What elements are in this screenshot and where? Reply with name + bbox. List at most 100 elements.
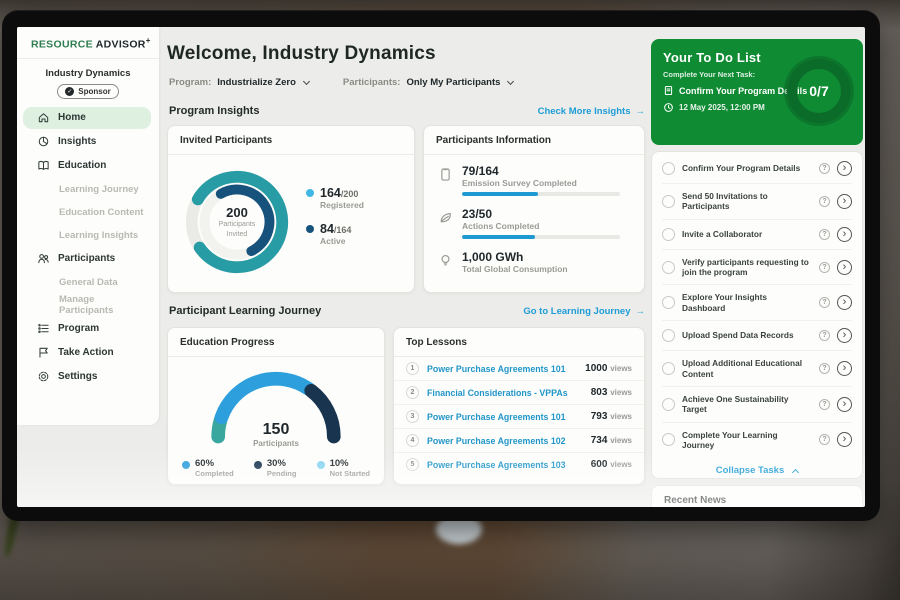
help-icon[interactable]: ? [819,434,830,446]
task-row[interactable]: Achieve One Sustainability Target ? › [662,387,852,423]
chevron-right-icon[interactable]: › [837,396,852,412]
task-label: Upload Additional Educational Content [682,358,802,379]
help-icon[interactable]: ? [819,363,830,375]
task-checkbox[interactable] [662,194,675,208]
home-icon [38,113,49,123]
sidebar-item-settings[interactable]: Settings [23,366,151,388]
people-icon [38,254,49,264]
help-icon[interactable]: ? [819,261,830,273]
task-checkbox[interactable] [662,227,675,241]
sidebar-item-label: Home [58,112,86,123]
help-icon[interactable]: ? [819,297,830,309]
lesson-title-link[interactable]: Power Purchase Agreements 102 [427,435,566,446]
chevron-right-icon[interactable]: › [837,361,852,377]
participants-filter[interactable]: Participants: Only My Participants [343,77,515,88]
program-insights-header: Program Insights Check More Insights → [169,105,645,117]
sidebar-item-general-data[interactable]: General Data [23,272,151,293]
task-row[interactable]: Complete Your Learning Journey ? › [662,423,852,458]
sidebar-item-label: General Data [59,276,118,288]
task-row[interactable]: Send 50 Invitations to Participants ? › [662,184,852,220]
legend-registered: 164/200 Registered [306,186,364,210]
section-title: Participant Learning Journey [169,305,322,317]
help-icon[interactable]: ? [819,163,830,174]
task-checkbox[interactable] [662,329,675,343]
sidebar-item-participants[interactable]: Participants [23,248,151,270]
lesson-rank: 5 [406,458,419,471]
help-icon[interactable]: ? [819,228,830,240]
learning-journey-header: Participant Learning Journey Go to Learn… [169,305,645,317]
dashboard-screen: RESOURCE ADVISOR+ Industry Dynamics ✓ Sp… [17,27,865,507]
help-icon[interactable]: ? [819,330,830,342]
chevron-right-icon[interactable]: › [837,259,852,275]
leaf-icon [440,213,451,223]
stat-emission-survey: 79/164 Emission Survey Completed [424,155,644,198]
stat-label: Emission Survey Completed [462,178,577,188]
sponsor-badge[interactable]: ✓ Sponsor [57,83,119,99]
lesson-title-link[interactable]: Financial Considerations - VPPAs [427,387,568,398]
todo-task-list: Confirm Your Program Details ? › Send 50… [651,151,863,479]
task-label: Explore Your Insights Dashboard [682,292,767,313]
section-title: Program Insights [169,105,260,117]
task-row[interactable]: Confirm Your Program Details ? › [662,154,852,184]
task-label: Achieve One Sustainability Target [682,393,789,415]
chevron-right-icon[interactable]: › [837,432,852,448]
go-to-learning-journey-link[interactable]: Go to Learning Journey → [523,306,645,317]
education-gauge-chart: 150 Participants [201,363,351,450]
list-icon [38,323,49,334]
sidebar-item-learning-journey[interactable]: Learning Journey [23,179,151,200]
sidebar-item-manage-participants[interactable]: Manage Participants [23,294,151,316]
stat-value: 1,000 GWh [462,250,524,264]
donut-center-value: 200 [226,205,248,221]
stat-label: Total Global Consumption [462,264,568,274]
sidebar-item-label: Take Action [58,347,114,358]
task-checkbox[interactable] [662,397,675,411]
gear-icon [38,371,49,382]
program-filter-label: Program: [169,77,212,88]
collapse-tasks-link[interactable]: Collapse Tasks [662,457,852,480]
sidebar-item-label: Program [58,323,100,334]
chevron-right-icon[interactable]: › [837,226,852,242]
sponsor-icon: ✓ [65,86,75,96]
task-row[interactable]: Upload Spend Data Records ? › [662,321,852,352]
lesson-title-link[interactable]: Power Purchase Agreements 101 [427,363,566,374]
task-checkbox[interactable] [662,162,675,175]
chevron-right-icon[interactable]: › [837,161,852,176]
legend-dot [182,461,190,469]
sidebar-item-insights[interactable]: Insights [23,131,151,153]
task-checkbox[interactable] [662,260,675,274]
help-icon[interactable]: ? [819,195,830,207]
program-filter[interactable]: Program: Industrialize Zero [169,77,310,88]
task-row[interactable]: Verify participants requesting to join t… [662,250,852,286]
task-row[interactable]: Explore Your Insights Dashboard ? › [662,285,852,322]
lesson-title-link[interactable]: Power Purchase Agreements 103 [427,459,566,470]
monitor-bezel: RESOURCE ADVISOR+ Industry Dynamics ✓ Sp… [2,10,880,521]
logo-secondary: ADVISOR [95,38,146,51]
task-checkbox[interactable] [662,433,675,447]
task-row[interactable]: Invite a Collaborator ? › [662,220,852,250]
top-lessons-card: Top Lessons 1 Power Purchase Agreements … [393,327,645,485]
sidebar-item-learning-insights[interactable]: Learning Insights [23,225,151,246]
task-row[interactable]: Upload Additional Educational Content ? … [662,351,852,387]
chevron-right-icon[interactable]: › [837,328,852,344]
sidebar-item-program[interactable]: Program [23,318,151,340]
sidebar-item-label: Education Content [59,206,144,218]
help-icon[interactable]: ? [819,398,830,410]
chevron-right-icon[interactable]: › [837,193,852,209]
insights-icon [38,136,49,147]
check-more-insights-link[interactable]: Check More Insights → [538,106,645,117]
task-checkbox[interactable] [662,362,675,376]
todo-next-task[interactable]: Confirm Your Program Details [663,85,851,96]
sidebar-item-education[interactable]: Education [23,155,151,177]
sidebar-item-take-action[interactable]: Take Action [23,342,151,364]
arrow-right-icon: → [635,105,646,117]
card-title: Invited Participants [168,126,414,155]
task-checkbox[interactable] [662,296,675,310]
chevron-up-icon [792,468,800,476]
lesson-title-link[interactable]: Power Purchase Agreements 101 [427,411,566,422]
flag-icon [39,347,48,358]
sidebar-item-home[interactable]: Home [23,106,151,129]
sidebar-item-education-content[interactable]: Education Content [23,202,151,223]
link-label: Check More Insights [537,105,631,117]
lesson-row: 1 Power Purchase Agreements 101 1000 vie… [394,357,644,381]
chevron-right-icon[interactable]: › [837,295,852,311]
